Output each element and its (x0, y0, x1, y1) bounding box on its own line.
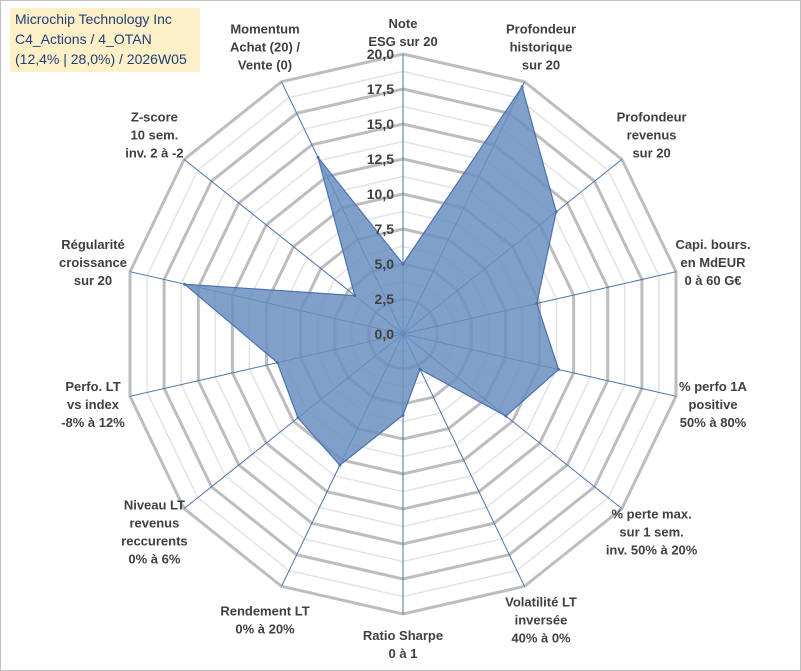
data-point (183, 282, 187, 286)
axis-label: 0% à 20% (235, 622, 295, 637)
axis-label: % perfo 1A (679, 379, 748, 394)
axis-label: Régularité (61, 237, 125, 252)
title-line-category: C4_Actions / 4_OTAN (15, 31, 152, 47)
data-point (338, 463, 342, 467)
data-point (520, 85, 524, 89)
data-point (296, 416, 300, 420)
axis-label: reccurents (121, 533, 187, 548)
data-point (418, 367, 422, 371)
axis-label: Vente (0) (238, 58, 292, 73)
tick-label: 17,5 (367, 81, 394, 97)
axis-label: revenus (627, 128, 677, 143)
data-point (504, 414, 508, 418)
axis-label: inv. 50% à 20% (606, 542, 698, 557)
axis-label: Capi. bours. (675, 237, 750, 252)
axis-label: Volatilité LT (505, 595, 577, 610)
tick-label: 15,0 (367, 116, 394, 132)
axis-label: 50% à 80% (680, 415, 747, 430)
axis-label: -8% à 12% (61, 415, 125, 430)
axis-label: Rendement LT (220, 604, 309, 619)
data-point (275, 361, 279, 365)
axis-label: sur 20 (632, 146, 670, 161)
axis-label: Z-score (131, 110, 178, 125)
tick-label: 20,0 (367, 46, 394, 62)
data-point (353, 294, 357, 298)
tick-label: 0,0 (375, 326, 395, 342)
data-point (316, 155, 320, 159)
tick-label: 2,5 (375, 291, 395, 307)
axis-label: sur 20 (522, 58, 560, 73)
chart-title-box: Microchip Technology Inc C4_Actions / 4_… (10, 8, 200, 72)
data-point (535, 302, 539, 305)
axis-label: historique (510, 40, 573, 55)
axis-label: Note (389, 16, 418, 31)
data-point (554, 210, 558, 214)
axis-label: en MdEUR (681, 255, 747, 270)
axis-label: inversée (515, 613, 568, 628)
tick-label: 5,0 (375, 256, 395, 272)
data-point (401, 413, 405, 417)
axis-label-layer: Note ESG sur 20 Profondeur historique sur 20… (59, 16, 751, 661)
axis-label: Niveau LT (124, 497, 185, 512)
axis-label: Profondeur (506, 22, 576, 37)
axis-label: croissance (59, 255, 127, 270)
axis-label: vs index (67, 397, 120, 412)
axis-label: ESG sur 20 (368, 34, 437, 49)
axis-label: Momentum (230, 22, 299, 37)
axis-label: 10 sem. (131, 128, 179, 143)
axis-label: 0 à 1 (389, 646, 418, 661)
axis-label: 0 à 60 G€ (684, 273, 741, 288)
axis-label: sur 20 (74, 273, 112, 288)
axis-label: % perte max. (611, 506, 691, 521)
axis-label: sur 1 sem. (619, 524, 683, 539)
series-layer (182, 85, 561, 467)
axis-spoke (402, 333, 525, 587)
axis-label: 40% à 0% (511, 631, 571, 646)
tick-label: 10,0 (367, 186, 394, 202)
title-line-company: Microchip Technology Inc (15, 11, 172, 27)
data-point (401, 262, 405, 266)
axis-label: Achat (20) / (230, 40, 300, 55)
data-point (557, 368, 561, 371)
axis-label: Ratio Sharpe (363, 628, 443, 643)
tick-label: 12,5 (367, 151, 394, 167)
axis-label: Profondeur (617, 110, 687, 125)
axis-label: 0% à 6% (128, 551, 180, 566)
title-line-period: (12,4% | 28,0%) / 2026W05 (15, 51, 187, 67)
tick-label-layer: 0,0 2,5 5,0 7,5 10,0 12,5 15,0 17,5 20,0 (367, 46, 394, 342)
axis-label: positive (688, 397, 737, 412)
axis-label: Perfo. LT (65, 379, 120, 394)
axis-label: inv. 2 à -2 (125, 146, 183, 161)
axis-label: revenus (129, 515, 179, 530)
tick-label: 7,5 (375, 221, 395, 237)
